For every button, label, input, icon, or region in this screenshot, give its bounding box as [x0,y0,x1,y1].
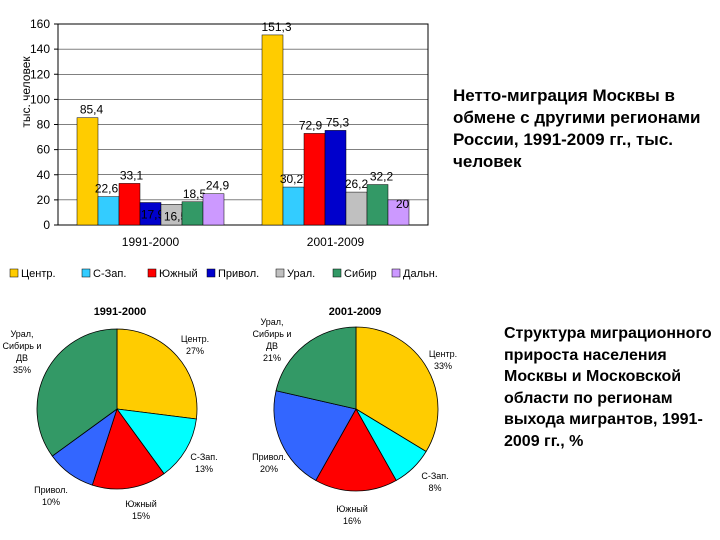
slice-label: С-Зап. [421,471,448,481]
bar-7-2 [387,199,410,226]
slice-label: Центр. [181,334,209,344]
data-label: 85,4 [80,103,104,117]
legend-swatch [206,268,216,278]
legend-label: Сибир [344,268,377,280]
bar-3-1 [118,183,141,226]
legend-label: Южный [159,268,198,280]
bar-2-2 [282,186,305,226]
category-label: 2001-2009 [307,235,365,249]
bar-1-1 [76,117,99,226]
data-label: 30,2 [280,172,304,186]
caption-netto-migration: Нетто-миграция Москвы в обмене с другими… [453,86,701,171]
caption-migration-structure: Структура миграционного прироста населен… [504,325,712,450]
pie-slice-2 [116,408,197,475]
legend-swatch [332,268,342,278]
pie-slice-1 [116,328,198,420]
slice-label: С-Зап. [190,452,217,462]
slice-percent: 27% [186,346,204,356]
slice-label: Центр. [429,349,457,359]
slice-percent: 8% [428,483,441,493]
pie-slice-5 [36,328,118,457]
slice-percent: 16% [343,516,361,526]
legend-swatch [275,268,285,278]
y-tick-label: 140 [30,42,50,56]
y-tick-label: 0 [43,218,50,232]
data-label: 72,9 [299,118,323,132]
slice-label: ДВ [16,353,28,363]
slice-label: Урал, [10,329,33,339]
slice-percent: 10% [42,497,60,507]
slice-percent: 21% [263,353,281,363]
pie-slice-4 [273,390,357,481]
netto-migration-bar-chart: 0 20 40 60 80 100 120 140 160 тыс. человек 85,4 151… [9,17,438,280]
data-label: 75,3 [326,115,350,129]
slice-percent: 33% [434,361,452,371]
pie-title: 1991-2000 [94,306,147,318]
legend-swatch [81,268,91,278]
slice-label: Сибирь и [3,341,42,351]
legend-label: Дальн. [403,268,438,280]
slice-percent: 13% [195,464,213,474]
data-label: 17,9 [141,208,165,222]
bar-6-1 [181,201,204,226]
pie-slice-3 [315,408,397,492]
bar-4-2 [324,130,347,226]
legend-label: Урал. [287,268,315,280]
pie-slice-3 [91,408,165,490]
pie-slice-5 [275,326,357,410]
data-label: 16,5 [164,209,188,223]
data-label: 33,1 [120,168,144,182]
y-tick-label: 100 [30,92,50,106]
pie-title: 2001-2009 [329,306,382,318]
y-tick-label: 20 [37,193,51,207]
y-tick-label: 120 [30,67,50,81]
data-label: 151,3 [261,20,291,34]
y-tick-label: 160 [30,17,50,31]
pie-slice-1 [355,326,439,453]
legend-label: Привол. [218,268,259,280]
bar-6-2 [366,184,389,226]
pie-chart-1991-2000: 1991-2000 Центр. 27% С-Зап. 13% Южный 15% Приво… [3,306,218,521]
bar-2-1 [97,196,120,226]
legend-swatch [147,268,157,278]
slice-label: Сибирь и [253,329,292,339]
data-label: 22,6 [95,182,119,196]
y-tick-label: 60 [37,143,51,157]
bar-1-2 [261,34,284,226]
bar-5-2 [345,191,368,226]
y-tick-label: 80 [37,118,51,132]
slice-percent: 15% [132,511,150,521]
slice-percent: 20% [260,464,278,474]
slice-label: Урал, [260,317,283,327]
data-label: 26,2 [345,177,369,191]
bar-3-2 [303,133,326,226]
slice-label: Южный [336,504,368,514]
data-label: 18,5 [183,187,207,201]
data-label: 24,9 [206,179,230,193]
slice-label: Привол. [252,452,286,462]
slice-percent: 35% [13,365,31,375]
pie-chart-2001-2009: 2001-2009 Центр. 33% С-Зап. 8% Южный 16% Привол… [252,306,457,526]
data-label: 32,2 [370,170,394,184]
slice-label: Привол. [34,485,68,495]
legend-swatch [9,268,19,278]
legend-label: Центр. [21,268,56,280]
legend-swatch [391,268,401,278]
bar-7-1 [202,193,225,226]
slice-label: Южный [125,499,157,509]
y-tick-label: 40 [37,168,51,182]
y-axis-label: тыс. человек [19,56,33,128]
data-label: 20 [396,197,410,211]
category-label: 1991-2000 [122,235,180,249]
legend-label: С-Зап. [93,268,126,280]
slice-label: ДВ [266,341,278,351]
